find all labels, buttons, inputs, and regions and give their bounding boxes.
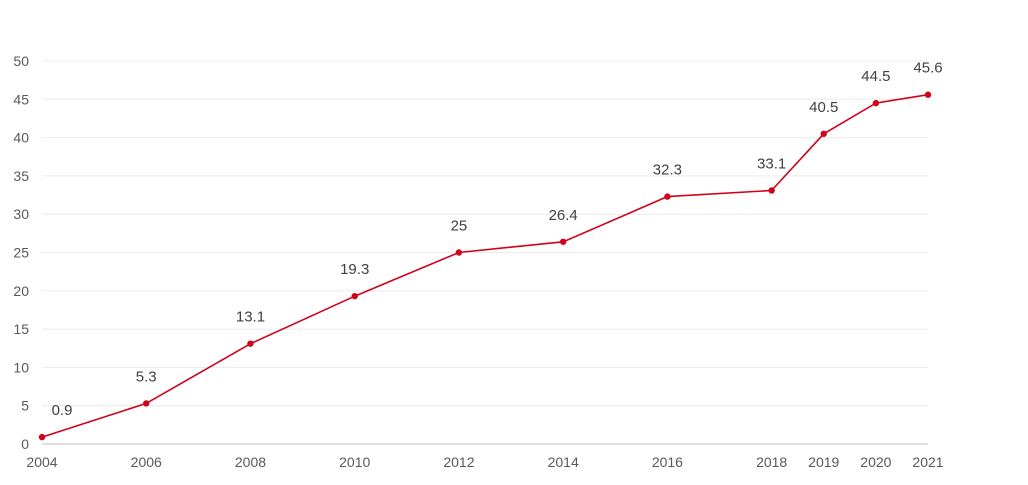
data-label: 0.9	[52, 402, 73, 419]
y-tick-label: 50	[13, 53, 29, 69]
data-point	[768, 187, 775, 194]
y-tick-label: 25	[13, 245, 29, 261]
y-axis-tick-labels: 0 5 10 15 20 25 30 35 40 45 50	[13, 53, 29, 452]
x-tick-label: 2008	[235, 454, 266, 470]
y-tick-label: 15	[13, 321, 29, 337]
x-tick-label: 2014	[548, 454, 579, 470]
data-label: 33.1	[757, 155, 786, 172]
grid-lines	[42, 60, 928, 407]
x-tick-label: 2006	[131, 454, 162, 470]
data-point	[664, 193, 671, 200]
data-label: 32.3	[653, 162, 682, 179]
series-line	[41, 93, 929, 438]
x-tick-label: 2021	[912, 454, 943, 470]
x-tick-label: 2016	[652, 454, 683, 470]
y-tick-label: 5	[21, 398, 29, 414]
data-points	[38, 91, 932, 441]
data-point	[872, 99, 880, 107]
data-point	[38, 433, 46, 441]
data-label: 40.5	[809, 99, 838, 116]
y-tick-label: 0	[21, 436, 29, 452]
data-label: 44.5	[861, 68, 890, 85]
x-tick-label: 2004	[26, 454, 57, 470]
y-tick-label: 20	[13, 283, 29, 299]
y-tick-label: 45	[13, 91, 29, 107]
y-tick-label: 35	[13, 168, 29, 184]
data-point	[455, 249, 463, 256]
data-point	[559, 238, 567, 245]
data-point	[247, 340, 254, 347]
x-tick-label: 2020	[860, 454, 891, 470]
x-tick-label: 2010	[339, 454, 370, 470]
x-tick-label: 2018	[756, 454, 787, 470]
y-tick-label: 30	[13, 206, 29, 222]
x-axis-tick-labels: 2004 2006 2008 2010 2012 2014 2016 2018 2019 2020…	[26, 454, 943, 470]
data-label: 19.3	[340, 261, 369, 278]
data-label: 13.1	[236, 309, 265, 326]
data-point	[820, 130, 827, 137]
data-label: 45.6	[913, 60, 942, 77]
data-label: 25	[451, 218, 468, 235]
x-tick-label: 2012	[443, 454, 474, 470]
y-tick-label: 10	[13, 359, 29, 375]
y-tick-label: 40	[13, 130, 29, 146]
data-labels: 0.9 5.3 13.1 19.3 25 26.4 32.3 33.1 40.5 44.5 45.6	[52, 60, 943, 419]
data-point	[351, 292, 358, 300]
data-point	[924, 91, 932, 98]
data-label: 5.3	[136, 368, 157, 385]
x-tick-label: 2019	[808, 454, 839, 470]
data-label: 26.4	[549, 207, 578, 224]
data-point	[143, 400, 150, 407]
